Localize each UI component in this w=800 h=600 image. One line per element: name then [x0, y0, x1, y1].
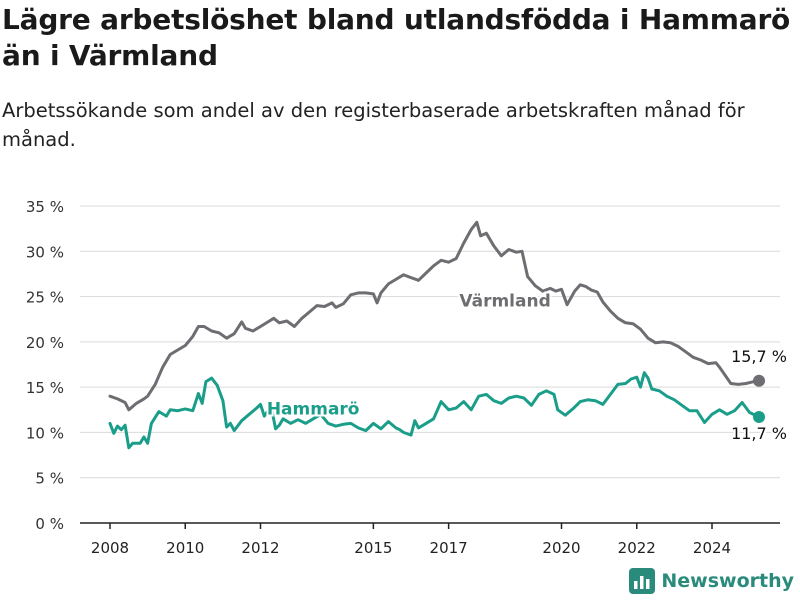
x-tick-label: 2010 [166, 539, 204, 557]
end-point-varmland [753, 374, 766, 387]
y-tick-label: 35 % [26, 198, 64, 216]
y-tick-label: 10 % [26, 424, 64, 442]
series-name-label: Hammarö [267, 399, 360, 419]
y-tick-label: 20 % [26, 334, 64, 352]
brand-name: Newsworthy [661, 570, 794, 592]
bar-chart-logo-icon [629, 568, 656, 594]
newsworthy-brand: Newsworthy [629, 568, 794, 594]
series-line-varmland [108, 220, 761, 412]
y-axis-tick-labels: 0 % 5 % 10 % 15 % 20 % 25 % 30 % 35 % [26, 198, 64, 533]
series-line-hammaro [108, 371, 761, 450]
x-tick-label: 2015 [354, 539, 392, 557]
x-tick-label: 2012 [241, 539, 279, 557]
x-tick-label: 2020 [542, 539, 580, 557]
x-tick-label: 2008 [91, 539, 129, 557]
end-value-label: 11,7 % [731, 424, 787, 443]
y-tick-label: 0 % [35, 515, 64, 533]
line-labels: Värmland Hammarö 15,7 % 11,7 % [265, 290, 789, 445]
x-tick-label: 2022 [618, 539, 656, 557]
end-value-label: 15,7 % [731, 347, 787, 366]
series-lines [108, 220, 766, 450]
x-tick-label: 2024 [693, 539, 731, 557]
y-tick-label: 15 % [26, 379, 64, 397]
y-tick-label: 30 % [26, 243, 64, 261]
y-tick-label: 5 % [35, 470, 64, 488]
x-tick-label: 2017 [430, 539, 468, 557]
end-point-hammaro [753, 411, 766, 424]
x-axis: 2008 2010 2012 2015 2017 2020 2022 2024 [80, 522, 780, 557]
chart-title: Lägre arbetslöshet bland utlandsfödda i … [2, 3, 791, 72]
grid-lines [80, 205, 780, 524]
y-tick-label: 25 % [26, 289, 64, 307]
series-name-label: Värmland [459, 292, 550, 312]
chart-subtitle: Arbetssökande som andel av den registerb… [2, 99, 745, 151]
